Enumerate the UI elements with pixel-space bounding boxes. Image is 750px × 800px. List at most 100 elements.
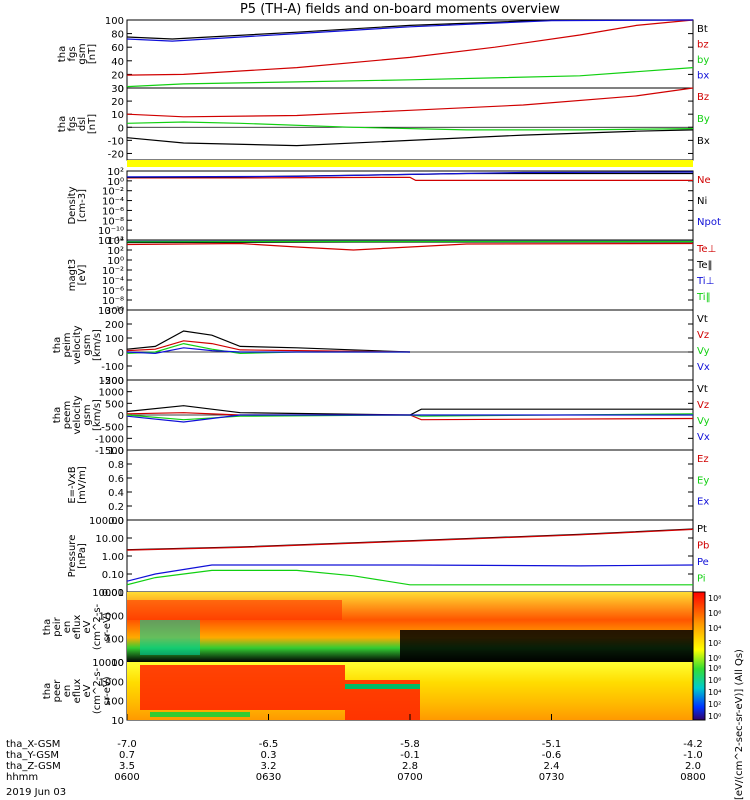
legend-entry: Bz	[697, 92, 709, 103]
colorbar-tick-label: 10⁶	[708, 609, 721, 618]
panel-frame	[126, 239, 694, 311]
y-tick-label: 10⁻¹⁰	[98, 306, 124, 317]
y-tick-label: 10.00	[95, 534, 124, 545]
y-axis-label: eflux	[72, 615, 83, 640]
y-tick-label: 80	[111, 30, 124, 41]
y-tick-label: 0	[118, 348, 124, 359]
legend-entry: Vy	[697, 416, 710, 427]
y-tick-label: 10⁻¹⁰	[98, 226, 124, 237]
y-tick-label: 1000	[99, 677, 124, 688]
y-axis-label: eV	[82, 684, 93, 697]
y-axis-label: tha	[57, 116, 68, 132]
y-tick-label: 10⁻⁴	[102, 197, 124, 208]
series-line-fgs_dsl	[126, 129, 694, 147]
date-label: 2019 Jun 03	[6, 787, 66, 798]
legend-entry: Bt	[697, 24, 708, 35]
x-tick-label: 2.8	[402, 761, 418, 772]
y-tick-label: 100	[105, 635, 124, 646]
legend-entry: Pi	[697, 574, 706, 585]
legend-entry: Vx	[697, 432, 710, 443]
y-tick-label: 100.00	[89, 516, 124, 527]
y-tick-label: 0.2	[108, 502, 124, 513]
y-tick-label: 10⁰	[107, 177, 124, 188]
y-axis-label: tha	[52, 337, 63, 353]
y-axis-label: peir	[52, 616, 63, 636]
legend-entry: Pt	[697, 524, 707, 535]
y-tick-label: 10⁻⁴	[102, 276, 124, 287]
y-axis-label: tha	[42, 619, 53, 635]
y-axis-label: en	[62, 621, 73, 634]
legend-entry: Pb	[697, 541, 709, 552]
x-tick-label: 3.2	[261, 761, 277, 772]
y-tick-label: 1500	[99, 376, 124, 387]
y-tick-label: 10⁻⁶	[102, 206, 124, 217]
x-axis-row-label: tha_X-GSM	[6, 739, 60, 750]
y-tick-label: 10000	[92, 588, 124, 599]
x-tick-label: 0800	[680, 772, 705, 783]
series-line-peim_velocity	[126, 340, 411, 353]
series-line-fgs_mag	[126, 19, 693, 40]
y-axis-label: magt3	[67, 259, 78, 292]
y-tick-label: 10⁻²	[102, 187, 124, 198]
legend-entry: Vz	[697, 400, 709, 411]
colorbar-label: [eV/(cm^2-sec-sr-eV)] (All Qs)	[734, 649, 745, 800]
y-tick-label: 200	[105, 320, 124, 331]
panel-pressure: 100.00 10.00 1.00 0.10 0.01 Pressure [nPa] Pt Pb…	[67, 516, 709, 599]
y-tick-label: 10⁻⁸	[102, 296, 124, 307]
series-line-fgs_dsl	[126, 87, 694, 118]
y-tick-label: -1500	[95, 446, 124, 457]
x-tick-label: 2.0	[685, 761, 701, 772]
series-line-pressure	[126, 528, 694, 551]
y-tick-label: 0.10	[102, 570, 124, 581]
y-axis-label: en	[62, 685, 73, 698]
y-tick-label: 20	[111, 70, 124, 81]
panel-peim_velocity: -200 -100 0 100 200 300 tha peim velocity gsm [km/…	[52, 306, 710, 387]
y-axis-label: [nT]	[87, 44, 98, 64]
series-line-peem_velocity	[126, 414, 693, 423]
y-tick-label: 100	[105, 16, 124, 27]
colorbar-tick-label: 10⁶	[708, 676, 721, 685]
y-tick-label: 10000	[92, 658, 124, 669]
y-axis-label: [nT]	[87, 114, 98, 134]
y-axis-label: gsm	[82, 334, 93, 355]
colorbar-tick-label: 10⁰	[708, 712, 721, 721]
y-tick-label: 100	[105, 697, 124, 708]
electron-spectrogram	[127, 662, 693, 720]
y-tick-label: 40	[111, 57, 124, 68]
colorbar-tick-label: 10⁰	[708, 654, 721, 663]
series-line-temperature	[126, 242, 694, 251]
legend-entry: by	[697, 55, 709, 66]
panel-efield: 0.0 0.2 0.4 0.6 0.8 1.0 E=-VxB [mV/m] Ez Ey Ex	[67, 446, 709, 527]
y-tick-label: 1.00	[102, 552, 124, 563]
legend-entry: Ez	[697, 454, 709, 465]
panel-fgs_mag: 0 20 40 60 80 100 tha fgs gsm [nT] Bt bz by bx	[57, 16, 709, 95]
legend-entry: By	[697, 114, 710, 125]
x-tick-label: -7.0	[117, 739, 137, 750]
legend-entry: Ey	[697, 475, 709, 486]
series-line-fgs_mag	[126, 19, 694, 42]
y-axis-label: E=-VxB	[67, 466, 78, 503]
x-tick-label: 3.5	[119, 761, 135, 772]
panel-frame	[126, 309, 694, 381]
x-tick-label: -0.1	[400, 750, 420, 761]
y-axis-label: tha	[52, 407, 63, 423]
y-tick-label: 10⁻⁸	[102, 216, 124, 227]
series-line-fgs_mag	[126, 19, 694, 76]
legend-entry: Vx	[697, 362, 710, 373]
y-tick-label: 0.6	[108, 474, 124, 485]
series-line-peim_velocity	[126, 347, 410, 355]
y-tick-label: 1.0	[108, 446, 124, 457]
legend-entry: Ni	[697, 196, 707, 207]
y-axis-label: peer	[52, 679, 63, 703]
y-axis-label: [km/s]	[92, 399, 103, 431]
x-axis-row-label: hhmm	[6, 772, 38, 783]
x-tick-label: -5.8	[400, 739, 420, 750]
y-tick-label: 0	[118, 123, 124, 134]
panel-frame	[126, 519, 694, 593]
y-axis-label: fgs	[67, 46, 78, 61]
y-axis-label: [cm-3]	[77, 189, 88, 222]
panel-frame	[126, 170, 694, 241]
y-tick-label: 0.8	[108, 460, 124, 471]
x-tick-label: 0600	[114, 772, 139, 783]
